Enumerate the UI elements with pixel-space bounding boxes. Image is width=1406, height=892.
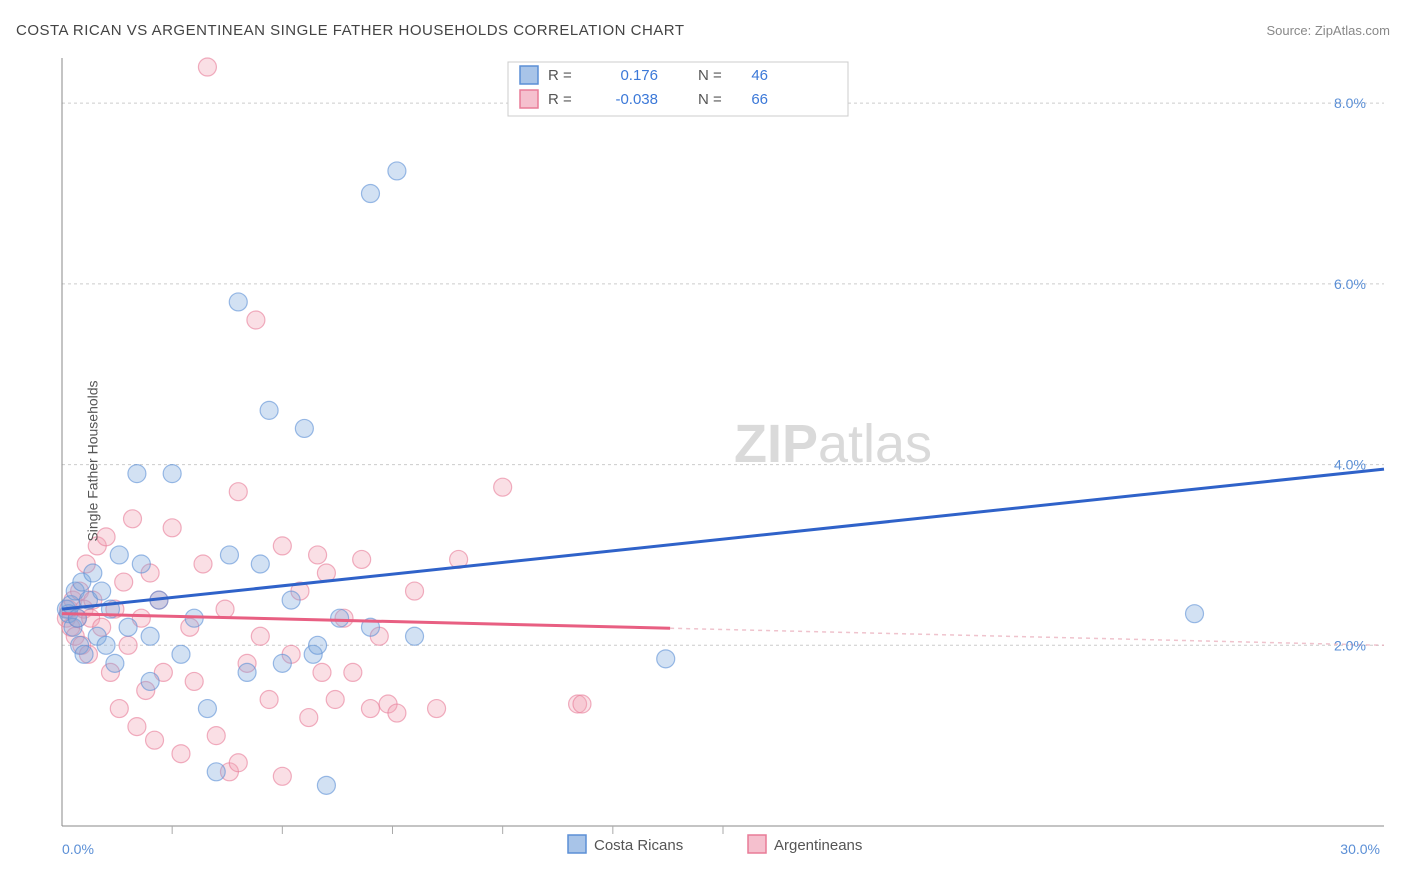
y-tick-label: 8.0% [1334,95,1366,111]
data-point [119,618,137,636]
data-point [97,636,115,654]
correlation-chart: ZIPatlas 2.0% 4.0% 6.0% 8.0% 0.0% 30.0% R = 0.17… [48,50,1388,860]
data-point [331,609,349,627]
y-tick-label: 2.0% [1334,637,1366,653]
data-point [238,663,256,681]
data-point [361,700,379,718]
data-point [198,700,216,718]
x-tick-label: 30.0% [1340,841,1380,857]
data-point [106,654,124,672]
data-point [344,663,362,681]
x-tick-label: 0.0% [62,841,94,857]
data-point [124,510,142,528]
source-credit: Source: ZipAtlas.com [1266,23,1390,38]
legend-r-label: R = [548,67,572,84]
data-point [216,600,234,618]
data-point [163,465,181,483]
legend-n-value: 66 [751,91,768,108]
data-point [1186,605,1204,623]
data-point [163,519,181,537]
trend-line [62,469,1384,609]
data-point [207,763,225,781]
source-prefix: Source: [1266,23,1314,38]
data-point [132,555,150,573]
data-point [146,731,164,749]
data-point [273,767,291,785]
data-point [207,727,225,745]
data-point [251,627,269,645]
data-point [353,550,371,568]
legend-n-value: 46 [751,67,768,84]
data-point [251,555,269,573]
data-point [300,709,318,727]
data-point [220,546,238,564]
data-point [93,582,111,600]
data-point [260,691,278,709]
data-point [406,627,424,645]
data-point [198,58,216,76]
source-link[interactable]: ZipAtlas.com [1315,23,1390,38]
data-point [229,754,247,772]
data-point [428,700,446,718]
data-point [494,478,512,496]
data-point [273,537,291,555]
data-point [172,745,190,763]
data-point [141,672,159,690]
data-point [229,483,247,501]
data-point [313,663,331,681]
data-point [229,293,247,311]
legend-swatch [568,835,586,853]
data-point [185,672,203,690]
data-point [406,582,424,600]
data-point [194,555,212,573]
legend-swatch [520,66,538,84]
y-tick-label: 4.0% [1334,457,1366,473]
trend-line-extrapolated [670,628,1384,645]
data-point [75,645,93,663]
data-point [326,691,344,709]
data-point [388,162,406,180]
data-point [361,185,379,203]
legend-series-label: Argentineans [774,837,862,854]
data-point [295,419,313,437]
data-point [115,573,133,591]
data-point [84,564,102,582]
data-point [309,636,327,654]
data-point [317,776,335,794]
data-point [128,718,146,736]
data-point [388,704,406,722]
data-point [657,650,675,668]
legend-n-label: N = [698,91,722,108]
data-point [282,591,300,609]
legend-swatch [520,90,538,108]
legend-series-label: Costa Ricans [594,837,683,854]
data-point [260,401,278,419]
data-point [68,609,86,627]
data-point [247,311,265,329]
data-point [128,465,146,483]
legend-r-label: R = [548,91,572,108]
y-tick-label: 6.0% [1334,276,1366,292]
y-axis-label: Single Father Households [85,380,101,541]
legend-n-label: N = [698,67,722,84]
watermark: ZIPatlas [734,414,932,474]
data-point [110,546,128,564]
data-point [110,700,128,718]
data-point [141,627,159,645]
legend-swatch [748,835,766,853]
data-point [573,695,591,713]
data-point [309,546,327,564]
data-point [119,636,137,654]
legend-r-value: -0.038 [615,91,658,108]
data-point [172,645,190,663]
chart-title: COSTA RICAN VS ARGENTINEAN SINGLE FATHER… [16,22,685,39]
legend-r-value: 0.176 [620,67,658,84]
data-point [273,654,291,672]
